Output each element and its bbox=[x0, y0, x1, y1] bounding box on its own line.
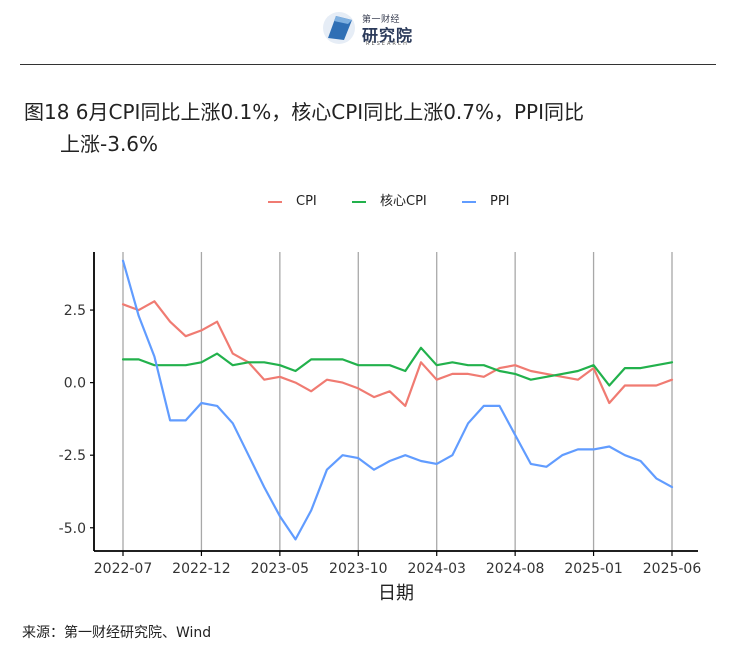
chart-title: 图18 6月CPI同比上涨0.1%，核心CPI同比上涨0.7%，PPI同比 上涨… bbox=[24, 96, 684, 160]
chart-title-line2: 上涨-3.6% bbox=[60, 132, 159, 156]
x-axis-title: 日期 bbox=[378, 583, 414, 604]
x-tick-label: 2023-10 bbox=[329, 561, 388, 577]
source-note: 来源：第一财经研究院、Wind bbox=[22, 625, 212, 641]
logo-english-text: RESEARCH bbox=[366, 41, 409, 47]
y-tick-label: -2.5 bbox=[59, 448, 86, 464]
legend-item-core-cpi: 核心CPI bbox=[352, 190, 427, 214]
x-tick-label: 2025-06 bbox=[643, 561, 702, 577]
legend-label-cpi: CPI bbox=[296, 194, 317, 209]
x-tick-label: 2024-08 bbox=[486, 561, 545, 577]
logo-small-text: 第一财经 bbox=[362, 15, 401, 25]
legend-swatch-core-cpi bbox=[352, 200, 366, 203]
chart-legend: CPI 核心CPI PPI bbox=[0, 190, 755, 214]
logo-big-text: 研究院 bbox=[362, 26, 414, 45]
legend-label-core-cpi: 核心CPI bbox=[380, 194, 427, 209]
legend-item-cpi: CPI bbox=[268, 190, 317, 214]
series-line-ppi bbox=[121, 259, 674, 541]
logo-emblem-icon bbox=[323, 12, 355, 44]
x-tick-label: 2024-03 bbox=[407, 561, 466, 577]
header-divider bbox=[20, 64, 716, 65]
y-tick-label: -5.0 bbox=[59, 521, 86, 537]
legend-item-ppi: PPI bbox=[462, 190, 510, 214]
x-tick-label: 2023-05 bbox=[251, 561, 310, 577]
legend-label-ppi: PPI bbox=[490, 194, 510, 209]
x-tick-label: 2025-01 bbox=[564, 561, 623, 577]
series-line-cpi bbox=[121, 300, 674, 407]
x-tick-label: 2022-12 bbox=[172, 561, 231, 577]
chart-title-line1: 图18 6月CPI同比上涨0.1%，核心CPI同比上涨0.7%，PPI同比 bbox=[24, 100, 585, 124]
line-chart: 2.5 0.0 -2.5 -5.0 2022-07 2022-12 2023-05 2023-… bbox=[59, 252, 702, 604]
logo: 第一财经 研究院 RESEARCH bbox=[322, 8, 442, 48]
legend-swatch-ppi bbox=[462, 200, 476, 203]
y-tick-label: 2.5 bbox=[64, 303, 86, 319]
y-tick-label: 0.0 bbox=[64, 376, 86, 392]
x-tick-label: 2022-07 bbox=[94, 561, 153, 577]
series-line-core-cpi bbox=[121, 346, 674, 387]
legend-swatch-cpi bbox=[268, 200, 282, 203]
